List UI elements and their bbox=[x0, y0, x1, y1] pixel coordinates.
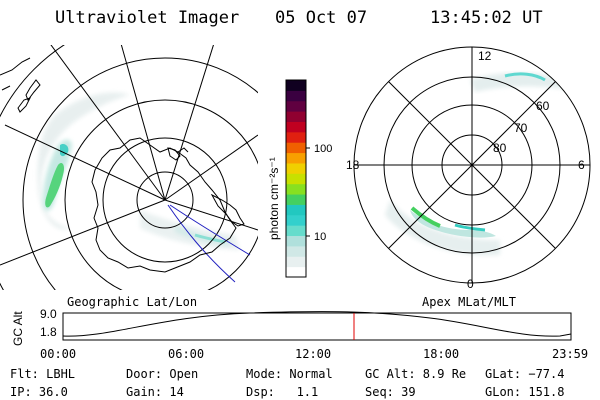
door-info: Door: Open bbox=[126, 367, 199, 381]
altitude-xtick-4: 23:59 bbox=[552, 347, 589, 361]
altitude-ytick-max: 9.0 bbox=[40, 307, 57, 321]
colorbar-cell bbox=[286, 235, 306, 247]
mlt-label-18: 18 bbox=[346, 158, 360, 172]
colorbar-cell bbox=[286, 131, 306, 143]
magnetic-meridian-lines bbox=[167, 204, 251, 283]
colorbar-cells bbox=[286, 80, 306, 278]
mlt-label-6: 6 bbox=[578, 158, 585, 172]
colorbar-cell bbox=[286, 173, 306, 185]
gc-alt-info: GC Alt: 8.9 Re bbox=[365, 367, 467, 381]
dsp-info: Dsp: 1.1 bbox=[246, 385, 319, 399]
magnetic-polar-plot: 12 18 6 0 60 70 80 bbox=[346, 46, 591, 291]
seq-info: Seq: 39 bbox=[365, 385, 416, 399]
altitude-curve bbox=[62, 311, 572, 337]
colorbar-cell bbox=[286, 100, 306, 112]
geographic-panel-label: Geographic Lat/Lon bbox=[67, 295, 198, 309]
altitude-xtick-2: 12:00 bbox=[295, 347, 332, 361]
gain-info: Gain: 14 bbox=[126, 385, 184, 399]
colorbar-cell bbox=[286, 152, 306, 164]
colorbar-cell bbox=[286, 204, 306, 216]
time-label: 13:45:02 UT bbox=[430, 8, 543, 28]
coastlines bbox=[0, 57, 245, 273]
glon-info: GLon: 151.8 bbox=[485, 385, 565, 399]
altitude-xtick-0: 00:00 bbox=[40, 347, 77, 361]
mlt-label-0: 0 bbox=[467, 277, 474, 291]
ip-info: IP: 36.0 bbox=[10, 385, 68, 399]
colorbar-cell bbox=[286, 80, 306, 91]
mlat-label-70: 70 bbox=[514, 121, 528, 135]
altitude-ytick-min: 1.8 bbox=[40, 325, 57, 339]
mlt-label-12: 12 bbox=[478, 49, 492, 63]
altitude-xtick-1: 06:00 bbox=[168, 347, 205, 361]
colorbar-frame bbox=[285, 79, 307, 278]
geographic-map bbox=[0, 45, 258, 290]
mode-info: Mode: Normal bbox=[246, 367, 333, 381]
colorbar-cell bbox=[286, 266, 306, 278]
colorbar-ticklabel-100: 100 bbox=[314, 143, 332, 155]
colorbar-cell bbox=[286, 194, 306, 205]
colorbar-cell bbox=[286, 256, 306, 268]
date-label: 05 Oct 07 bbox=[275, 8, 368, 28]
filter-info: Flt: LBHL bbox=[10, 367, 76, 381]
aurora-emission-left bbox=[37, 92, 240, 250]
mlat-label-80: 80 bbox=[493, 141, 507, 155]
glat-info: GLat: −77.4 bbox=[485, 367, 565, 381]
colorbar-cell bbox=[286, 245, 306, 257]
mlat-label-60: 60 bbox=[536, 99, 550, 113]
altitude-ylabel: GC Alt bbox=[11, 311, 25, 346]
colorbar-cell bbox=[286, 142, 306, 154]
colorbar: 100 10 photon cm⁻²s⁻¹ bbox=[267, 79, 332, 278]
colorbar-cell bbox=[286, 111, 306, 122]
colorbar-cell bbox=[286, 225, 306, 237]
altitude-plot-frame bbox=[62, 312, 572, 341]
colorbar-cell bbox=[286, 90, 306, 102]
magnetic-panel-label: Apex MLat/MLT bbox=[422, 295, 516, 309]
colorbar-unit-label: photon cm⁻²s⁻¹ bbox=[267, 157, 281, 240]
altitude-plot: 9.0 1.8 GC Alt bbox=[11, 307, 572, 346]
colorbar-cell bbox=[286, 214, 306, 226]
instrument-title: Ultraviolet Imager bbox=[55, 8, 240, 28]
colorbar-cell bbox=[286, 183, 306, 195]
aurora-emission-right bbox=[385, 72, 570, 256]
mlt-meridians bbox=[354, 47, 590, 283]
colorbar-cell bbox=[286, 162, 306, 174]
latitude-circles bbox=[0, 45, 258, 290]
altitude-xtick-3: 18:00 bbox=[423, 347, 460, 361]
colorbar-cell bbox=[286, 121, 306, 133]
colorbar-ticklabel-10: 10 bbox=[314, 231, 326, 243]
meridians bbox=[0, 45, 258, 266]
